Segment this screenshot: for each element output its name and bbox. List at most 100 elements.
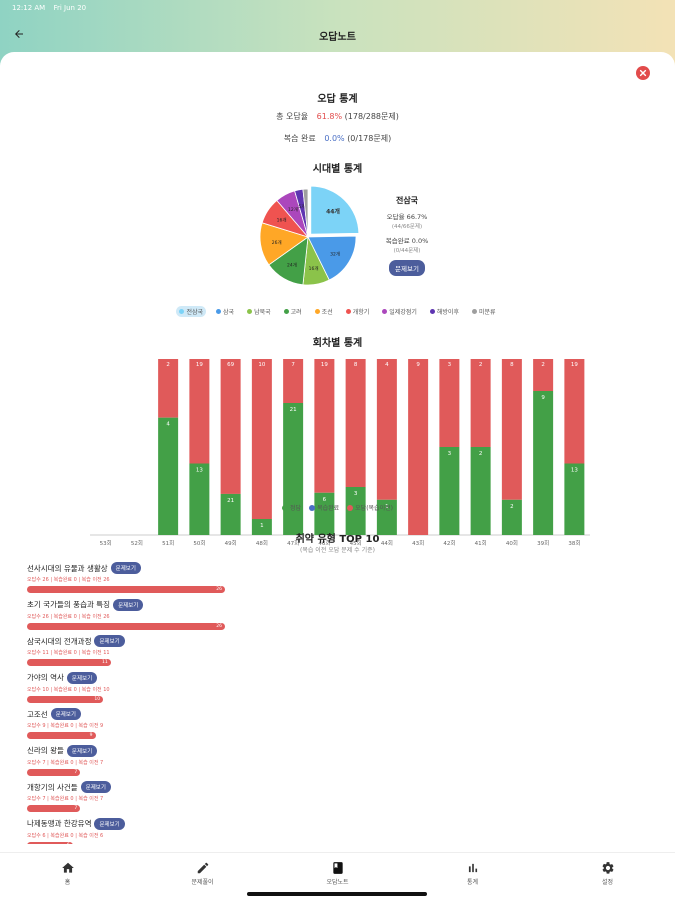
back-button[interactable]: [8, 23, 30, 45]
weak-type-header: 고조선 문제보기: [27, 708, 247, 720]
page-title: 오답노트: [319, 31, 356, 43]
pencil-icon: [197, 862, 208, 874]
weak-type-header: 선사시대의 유물과 생활상 문제보기: [27, 562, 247, 574]
legend-wrong-dot: [347, 504, 354, 511]
x-tick-label: 41회: [475, 539, 487, 547]
bar-wrong-label: 69: [227, 362, 234, 368]
weak-type-item: 신라의 왕들 문제보기 오답수 7 | 복습완료 0 | 복습 이전 7 7: [27, 744, 247, 782]
weak-type-view-button[interactable]: 문제보기: [110, 562, 141, 574]
pie-slice-label: 12개: [288, 206, 298, 213]
weak-type-name: 삼국시대의 전개과정: [27, 636, 92, 646]
nav-practice[interactable]: 문제풀이: [135, 853, 270, 900]
bar-wrong-label: 19: [321, 362, 328, 368]
wrong-note-sheet: 오답 통계 총 오답율 61.8% (178/288문제) 복습 완료 0.0%…: [0, 52, 675, 852]
weak-type-view-button[interactable]: 문제보기: [50, 708, 81, 720]
weak-type-counts: 오답수 6 | 복습완료 0 | 복습 이전 6: [27, 832, 104, 839]
bar-wrong-label: 8: [354, 362, 358, 368]
nav-home[interactable]: 홈: [0, 853, 135, 900]
close-button[interactable]: [636, 66, 650, 80]
era-legend-item[interactable]: 해방이후: [427, 306, 462, 317]
weak-type-header: 가야의 역사 문제보기: [27, 671, 247, 684]
legend-dot: [179, 309, 185, 314]
era-pie-chart[interactable]: 44개 32개 16개 24개 26개 16개 12개 5개: [255, 184, 365, 294]
era-legend-item[interactable]: 미분류: [469, 306, 499, 317]
legend-dot: [314, 309, 320, 314]
legend-correct-label: 정답: [290, 505, 302, 512]
home-icon: [61, 862, 74, 873]
weak-type-view-button[interactable]: 문제보기: [66, 671, 98, 684]
bar-wrong: [251, 359, 272, 519]
review-rate-detail: (0/178문제): [347, 134, 392, 143]
nav-stats-label: 통계: [466, 879, 479, 886]
weak-type-counts: 오답수 7 | 복습완료 0 | 복습 이전 7: [27, 796, 104, 802]
weak-type-item: 가야의 역사 문제보기 오답수 10 | 복습완료 0 | 복습 이전 10 10: [27, 671, 247, 709]
weak-type-item: 개항기의 사건들 문제보기 오답수 7 | 복습완료 0 | 복습 이전 7 7: [27, 781, 247, 818]
nav-home-label: 홈: [64, 879, 71, 886]
weak-type-bar: 26: [27, 622, 225, 630]
bar-correct-label: 3: [354, 491, 358, 497]
weak-type-view-button[interactable]: 문제보기: [80, 781, 111, 793]
review-rate-label: 복습 완료: [283, 134, 316, 143]
x-tick-label: 48회: [256, 539, 268, 547]
weak-type-bar: 11: [27, 659, 111, 666]
summary-title: 오답 통계: [317, 94, 358, 105]
bar-wrong: [533, 359, 554, 391]
bar-wrong-label: 8: [510, 362, 514, 368]
bar-wrong-label: 10: [258, 362, 265, 368]
weak-type-counts: 오답수 9 | 복습완료 0 | 복습 이전 9: [27, 723, 104, 729]
nav-wrong-note[interactable]: 오답노트: [270, 853, 405, 900]
selected-era-review-count: (0/44문제): [393, 248, 421, 254]
weak-type-item: 초기 국가들의 풍습과 특징 문제보기 오답수 26 | 복습완료 0 | 복습 이…: [27, 598, 247, 636]
wrong-rate-line: 총 오답율 61.8% (178/288문제): [0, 111, 675, 122]
weak-type-view-button[interactable]: 문제보기: [113, 598, 144, 611]
era-legend-item[interactable]: 일제강점기: [379, 306, 420, 317]
weak-type-counts: 오답수 11 | 복습완료 0 | 복습 이전 11: [27, 650, 110, 656]
era-legend-item[interactable]: 남북국: [244, 306, 274, 317]
weak-type-counts: 오답수 26 | 복습완료 0 | 복습 이전 26: [27, 613, 110, 620]
review-rate-value: 0.0%: [324, 134, 345, 143]
weak-type-header: 삼국시대의 전개과정 문제보기: [27, 635, 247, 647]
era-legend-label: 일제강점기: [389, 309, 417, 316]
arrow-left-icon: [15, 30, 23, 38]
era-legend-item[interactable]: 삼국: [213, 306, 237, 317]
era-legend-label: 전삼국: [186, 309, 204, 316]
era-legend-item[interactable]: 조선: [312, 306, 336, 317]
era-legend-item[interactable]: 전삼국: [176, 306, 207, 317]
close-icon: [639, 69, 647, 77]
legend-correct: 정답: [282, 503, 301, 512]
bar-wrong: [189, 359, 210, 464]
weak-type-name: 선사시대의 유물과 생활상: [27, 563, 108, 573]
status-time: 12:12 AM: [12, 4, 46, 12]
weak-type-item: 선사시대의 유물과 생활상 문제보기 오답수 26 | 복습완료 0 | 복습 이전…: [27, 562, 247, 599]
bar-correct-label: 1: [385, 504, 389, 510]
bar-correct: [189, 463, 210, 535]
pie-slice[interactable]: [307, 235, 357, 281]
era-legend-item[interactable]: 고려: [281, 306, 305, 317]
bar-correct: [439, 447, 460, 535]
era-view-questions-button[interactable]: 문제보기: [389, 260, 425, 276]
nav-settings[interactable]: 설정: [540, 853, 675, 900]
era-legend-item[interactable]: 개항기: [343, 306, 373, 317]
bar-wrong: [345, 359, 366, 487]
nav-stats[interactable]: 통계: [405, 853, 540, 900]
bar-wrong-label: 2: [479, 362, 483, 368]
era-legend-label: 남북국: [254, 309, 271, 316]
bar-wrong: [376, 359, 397, 500]
weak-type-view-button[interactable]: 문제보기: [94, 635, 125, 647]
chart-icon: [468, 863, 477, 873]
weak-type-view-button[interactable]: 문제보기: [66, 744, 98, 757]
legend-dot: [247, 309, 253, 314]
x-tick-label: 45회: [350, 539, 362, 547]
weak-type-view-button[interactable]: 문제보기: [94, 817, 125, 830]
weak-type-name: 가야의 역사: [27, 673, 64, 682]
pie-slice-label: 32개: [330, 250, 340, 257]
review-rate-line: 복습 완료 0.0% (0/178문제): [0, 133, 675, 144]
legend-wrong: 오답(복습이전): [347, 503, 393, 512]
bar-correct-label: 4: [166, 422, 170, 428]
pie-slice[interactable]: [310, 185, 360, 235]
bar-correct: [345, 487, 366, 535]
x-tick-label: 44회: [381, 539, 393, 547]
round-stats-title: 회차별 통계: [312, 338, 363, 349]
pie-slice[interactable]: [302, 188, 309, 238]
bar-correct-label: 3: [448, 451, 452, 457]
